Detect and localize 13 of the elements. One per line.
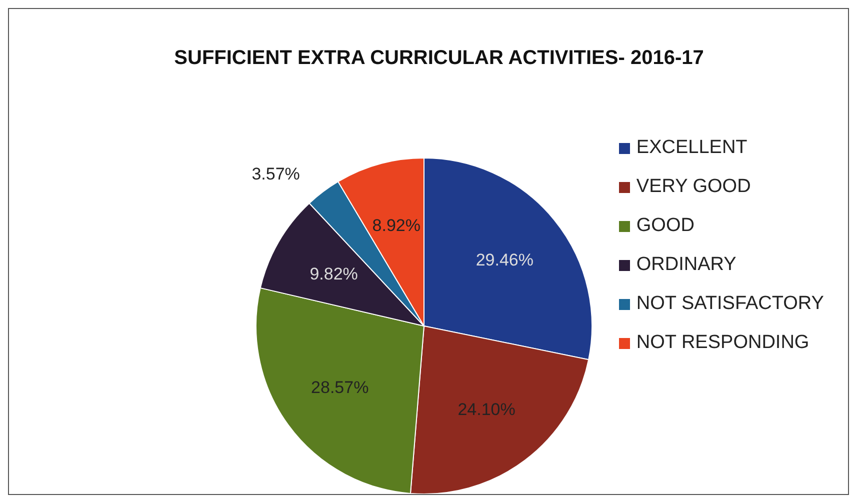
legend-label: EXCELLENT: [636, 137, 748, 158]
data-label: 3.57%: [252, 164, 300, 184]
data-label: 28.57%: [311, 378, 369, 397]
legend-label: ORDINARY: [636, 254, 736, 275]
chart-title: SUFFICIENT EXTRA CURRICULAR ACTIVITIES- 2016-17: [173, 47, 705, 70]
legend-label: NOT SATISFACTORY: [636, 293, 824, 314]
data-label: 9.82%: [310, 264, 358, 284]
legend-label: GOOD: [636, 215, 694, 236]
data-label: 8.92%: [372, 216, 420, 236]
data-label: 24.10%: [458, 400, 516, 419]
legend-label: VERY GOOD: [636, 176, 751, 197]
data-label: 29.46%: [476, 250, 534, 270]
legend-label: NOT RESPONDING: [636, 332, 810, 353]
